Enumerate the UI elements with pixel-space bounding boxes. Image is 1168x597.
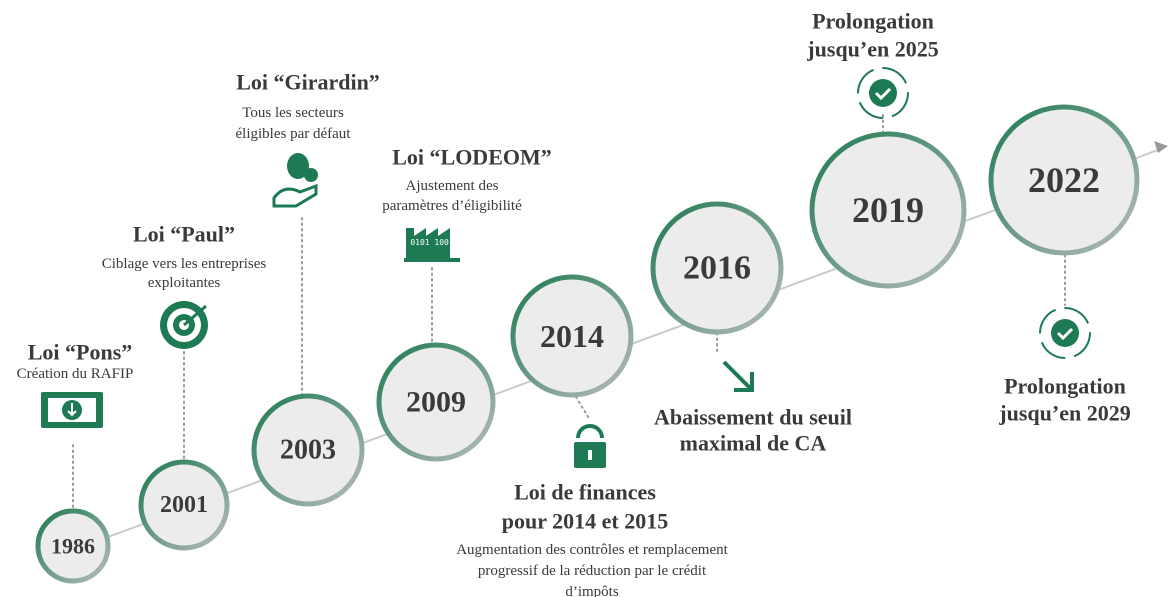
year-circle [988,104,1140,256]
year-circle [650,201,784,335]
milestone-title: Loi de finances [514,480,656,505]
year-label: 2019 [852,190,924,230]
milestone-description: d’impôts [565,584,618,597]
milestone-description: éligibles par défaut [236,126,352,142]
milestone-description: Création du RAFIP [17,366,134,382]
year-circle [809,131,967,289]
milestone-description: Ciblage vers les entreprises [102,256,267,272]
milestone-title: jusqu’en 2025 [806,37,938,62]
milestone-description: paramètres d’éligibilité [382,198,522,214]
year-label: 2016 [683,250,751,287]
milestone-description: progressif de la réduction par le crédit [478,563,707,579]
year-circle [376,342,496,462]
milestone-title: Loi “Paul” [133,222,235,247]
milestone-description: Augmentation des contrôles et remplaceme… [456,542,728,558]
milestone-title: Prolongation [1004,374,1126,399]
year-label: 2014 [540,318,604,354]
arrow-head [1154,141,1168,153]
svg-text:0101 1001: 0101 1001 [410,238,454,247]
year-circle [510,274,634,398]
year-circle [251,393,365,507]
milestone-title: jusqu’en 2029 [998,401,1130,426]
year-circle [35,508,111,584]
year-label: 2003 [280,435,336,466]
connectors [72,114,1066,509]
year-label: 2009 [406,386,466,419]
milestone-title: maximal de CA [680,431,827,456]
milestone-title: Abaissement du seuil [654,405,852,430]
year-circle [138,459,230,551]
year-label: 2022 [1028,160,1100,200]
year-label: 2001 [160,492,208,518]
year-label: 1986 [51,534,95,559]
milestone-description: Ajustement des [406,178,499,194]
milestone-title: pour 2014 et 2015 [502,509,668,534]
milestone-title: Loi “LODEOM” [392,145,552,170]
milestone-title: Prolongation [812,9,934,34]
milestone-description: exploitantes [148,275,221,291]
milestone-title: Loi “Pons” [28,340,133,365]
icons: 0101 1001 [41,67,1091,468]
milestone-title: Loi “Girardin” [236,70,380,95]
milestone-description: Tous les secteurs [242,105,344,121]
